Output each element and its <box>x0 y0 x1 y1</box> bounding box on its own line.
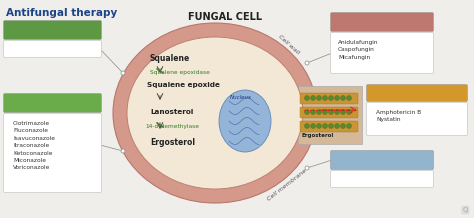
Circle shape <box>322 124 328 128</box>
FancyBboxPatch shape <box>330 150 434 170</box>
FancyBboxPatch shape <box>300 107 358 118</box>
Text: Q: Q <box>463 207 468 213</box>
FancyBboxPatch shape <box>300 121 358 132</box>
Circle shape <box>340 95 346 100</box>
Circle shape <box>346 109 352 114</box>
Text: Antifungal therapy: Antifungal therapy <box>6 8 117 18</box>
Circle shape <box>121 149 125 153</box>
Circle shape <box>340 124 346 128</box>
Text: Nucleus: Nucleus <box>230 94 252 99</box>
FancyBboxPatch shape <box>3 94 101 112</box>
Text: Ergosterol: Ergosterol <box>150 138 195 146</box>
Circle shape <box>335 95 339 100</box>
Circle shape <box>346 124 352 128</box>
FancyBboxPatch shape <box>3 114 101 192</box>
Text: Clotrimazole
Fluconazole
Isavuconazole
Itraconazole
Ketoconazole
Miconazole
Vori: Clotrimazole Fluconazole Isavuconazole I… <box>13 121 55 170</box>
Circle shape <box>317 124 321 128</box>
Circle shape <box>121 71 125 75</box>
Circle shape <box>328 124 334 128</box>
Circle shape <box>304 95 310 100</box>
Ellipse shape <box>127 37 303 189</box>
Circle shape <box>340 109 346 114</box>
Text: FUNGAL CELL: FUNGAL CELL <box>188 12 262 22</box>
Ellipse shape <box>219 90 271 152</box>
FancyBboxPatch shape <box>298 86 362 144</box>
Circle shape <box>317 95 321 100</box>
Circle shape <box>304 109 310 114</box>
Text: 14-α-demethylase: 14-α-demethylase <box>145 124 199 128</box>
Circle shape <box>346 95 352 100</box>
Circle shape <box>305 166 309 170</box>
Circle shape <box>310 109 316 114</box>
Circle shape <box>335 124 339 128</box>
Text: Cell wall: Cell wall <box>277 34 300 56</box>
Circle shape <box>305 61 309 65</box>
Text: Ergosterol: Ergosterol <box>302 133 334 138</box>
Circle shape <box>317 109 321 114</box>
FancyBboxPatch shape <box>366 85 467 102</box>
Text: Lanosterol: Lanosterol <box>150 109 193 115</box>
Circle shape <box>328 95 334 100</box>
Text: Anidulafungin
Caspofungin
Micafungin: Anidulafungin Caspofungin Micafungin <box>338 40 379 60</box>
FancyBboxPatch shape <box>3 20 101 39</box>
Text: Squalene epoxidase: Squalene epoxidase <box>150 70 210 75</box>
Circle shape <box>322 109 328 114</box>
Text: Squalene epoxide: Squalene epoxide <box>147 82 220 88</box>
FancyBboxPatch shape <box>366 102 467 136</box>
Text: Amphotericin B
Nystatin: Amphotericin B Nystatin <box>376 110 421 122</box>
FancyBboxPatch shape <box>330 12 434 31</box>
FancyBboxPatch shape <box>300 93 358 104</box>
Circle shape <box>310 95 316 100</box>
Text: Squalene: Squalene <box>150 53 190 63</box>
Circle shape <box>322 95 328 100</box>
FancyBboxPatch shape <box>330 32 434 73</box>
Circle shape <box>335 109 339 114</box>
Circle shape <box>328 109 334 114</box>
Ellipse shape <box>113 23 317 203</box>
FancyBboxPatch shape <box>3 41 101 58</box>
Text: Cell membrane: Cell membrane <box>267 168 308 202</box>
Circle shape <box>310 124 316 128</box>
FancyBboxPatch shape <box>330 170 434 187</box>
Circle shape <box>304 124 310 128</box>
